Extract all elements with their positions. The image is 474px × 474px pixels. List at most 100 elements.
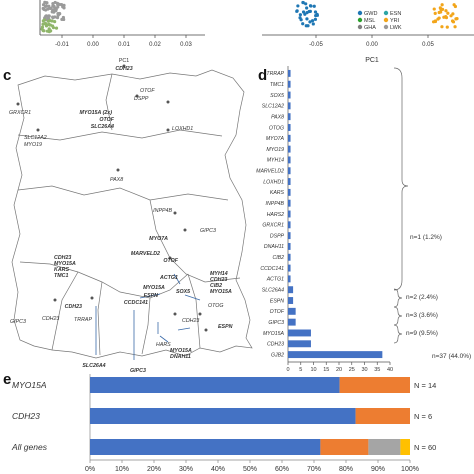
- scatter-point: [41, 3, 46, 7]
- stack-segment-all-genes-1: [320, 439, 369, 455]
- panel-c: c: [3, 58, 253, 374]
- x-tick-label: -0.01: [55, 42, 69, 48]
- bar-category-label: HARS2: [267, 212, 284, 218]
- scatter-point: [44, 4, 48, 8]
- scatter-point: [53, 20, 57, 24]
- bar-category-label: KARS: [270, 190, 285, 196]
- site-marker: [166, 128, 170, 132]
- scatter-point: [305, 6, 309, 10]
- scatter-point: [313, 10, 318, 14]
- legend-label-esn: ESN: [390, 11, 401, 17]
- bar-ccdc141: [288, 264, 291, 272]
- scatter-point: [59, 3, 64, 7]
- map-gene-label: OTOF: [140, 88, 155, 94]
- map-gene-label: GIPC3: [10, 319, 26, 325]
- scatter-point: [446, 11, 450, 15]
- legend-marker-gwd: [357, 10, 363, 16]
- map-gene-label: MYO7A: [149, 236, 168, 242]
- bar-myo15a: [288, 329, 311, 337]
- scatter-point: [444, 9, 448, 13]
- map-gene-label: SOX5: [176, 289, 191, 295]
- panel-d: d TRRAP TMC1 SOX5 SLC12A2 PAX8 OTOG MYO7A MYO19…: [256, 66, 471, 373]
- stack-segment-all-genes-3: [400, 439, 410, 455]
- map-gene-label: MYO15A (2x): [80, 110, 113, 116]
- bar-myh14: [288, 156, 291, 164]
- panel-d-letter: d: [258, 67, 267, 84]
- group-label-n2: n=2 (2.4%): [406, 294, 438, 301]
- bar-kars: [288, 188, 291, 196]
- scatter-point: [433, 11, 437, 15]
- bar-myo19: [288, 145, 291, 153]
- site-marker: [122, 64, 126, 68]
- group-label-n9: n=9 (9.5%): [406, 330, 438, 337]
- site-marker: [36, 128, 40, 132]
- bar-otof: [288, 307, 296, 315]
- region-border: [141, 297, 151, 355]
- x-tick-label: 20%: [147, 466, 161, 473]
- leader-line: [159, 335, 169, 343]
- scatter-point: [451, 12, 455, 16]
- bar-category-label: TRRAP: [266, 71, 284, 77]
- bar-gjb2: [288, 351, 383, 359]
- x-tick-label: 90%: [371, 466, 385, 473]
- bar-category-label: CIB2: [272, 255, 284, 261]
- legend-marker-yri: [383, 17, 389, 23]
- scatter-point: [46, 7, 50, 11]
- scatter-point: [298, 13, 303, 17]
- bar-category-label: MARVELD2: [256, 169, 284, 175]
- x-tick-label: 40: [387, 367, 393, 373]
- map-gene-label: CDH23: [54, 255, 71, 261]
- map-gene-label: CIB2: [210, 283, 222, 289]
- scatter-point: [440, 25, 444, 29]
- map-gene-label: SLC12A2: [24, 135, 47, 141]
- scatter-point: [47, 30, 51, 34]
- bar-category-label: GJB2: [271, 352, 284, 358]
- scatter-point: [53, 15, 57, 19]
- scatter-point: [452, 3, 456, 7]
- region-border: [51, 271, 79, 351]
- map-gene-label: LOXHD1: [172, 126, 193, 132]
- bar-category-label: SLC12A2: [262, 104, 284, 110]
- panel-b: GWD MSL GHA ESN YRI LWK -0.05 0.00 0.05 PC1: [262, 0, 474, 64]
- map-gene-label: MYO15A: [210, 289, 232, 295]
- map-gene-label: OTOG: [208, 303, 224, 309]
- scatter-point: [43, 0, 47, 4]
- map-gene-label: CCDC141: [124, 300, 148, 306]
- scatter-point: [311, 22, 315, 26]
- bar-otog: [288, 124, 291, 131]
- scatter-point: [437, 16, 441, 20]
- x-tick-label: 0.05: [422, 42, 434, 48]
- map-gene-label: ACTG1: [159, 275, 178, 281]
- bar-category-label: MYH14: [267, 158, 284, 164]
- scatter-point: [308, 20, 312, 24]
- ghana-map: [11, 69, 253, 359]
- bar-category-label: PAX8: [271, 114, 284, 120]
- bar-category-label: MYO15A: [263, 331, 285, 337]
- scatter-point: [296, 4, 300, 8]
- bar-category-label: OTOF: [270, 309, 285, 315]
- bar-category-label: INPP4B: [266, 201, 285, 207]
- bar-trrap: [288, 69, 291, 77]
- stack-category-label: All genes: [11, 442, 48, 452]
- n-label-cdh23: N = 6: [414, 412, 432, 421]
- leader-line: [184, 294, 201, 301]
- scatter-point: [309, 4, 313, 8]
- bar-marveld2: [288, 167, 291, 175]
- scatter-point: [307, 9, 311, 14]
- bar-slc26a4: [288, 286, 294, 294]
- scatter-point: [41, 6, 45, 11]
- map-gene-label: DSPP: [134, 96, 149, 102]
- bar-loxhd1: [288, 178, 291, 186]
- map-gene-label: MYO15A: [143, 285, 165, 291]
- bar-category-label: GIPC3: [268, 320, 284, 326]
- site-marker: [204, 328, 208, 332]
- region-border: [17, 129, 223, 141]
- scatter-point: [314, 14, 318, 18]
- legend-marker-gha: [357, 24, 363, 30]
- x-tick-label: 25: [349, 367, 355, 373]
- stack-segment-myo15a-0: [90, 377, 340, 393]
- bar-category-label: MYO19: [266, 147, 284, 153]
- bar-category-label: CCDC141: [260, 266, 284, 272]
- legend-label-gwd: GWD: [364, 11, 377, 17]
